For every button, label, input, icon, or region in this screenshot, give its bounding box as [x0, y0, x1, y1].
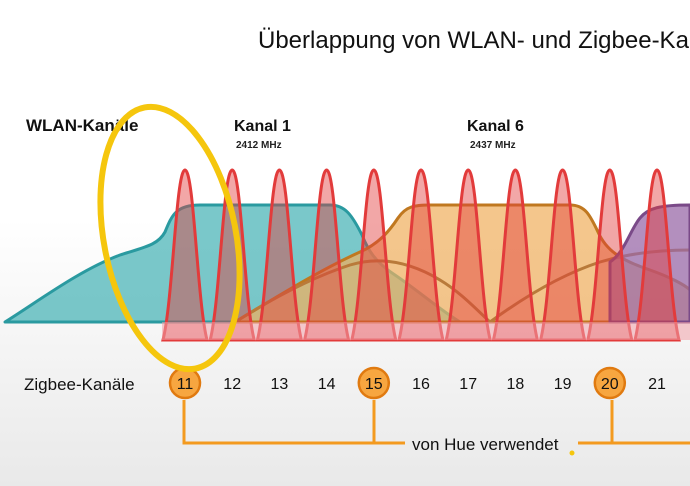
zigbee-channel-numbers: 11 12 13 14 15 16 17 18 19 20 21 [168, 366, 666, 400]
zigbee-channel-peaks [161, 168, 681, 342]
zigbee-channel-18: 18 [507, 376, 525, 393]
zigbee-peak-11 [161, 168, 209, 342]
zigbee-peak-20 [585, 168, 634, 342]
zigbee-peak-13 [255, 168, 304, 342]
wlan-channel-6-label: Kanal 6 [467, 118, 524, 135]
hue-used-label: von Hue verwendet [412, 435, 559, 454]
hue-channel-circle-20 [593, 366, 627, 400]
zigbee-channel-13: 13 [271, 376, 289, 393]
zigbee-peak-12 [208, 168, 257, 342]
zigbee-peak-19 [538, 168, 587, 342]
zigbee-peak-14 [302, 168, 351, 342]
hue-bracket [182, 400, 690, 456]
zigbee-channel-12: 12 [223, 376, 241, 393]
zigbee-base-strip [162, 322, 690, 340]
zigbee-peak-17 [444, 168, 493, 342]
zigbee-peak-16 [397, 168, 445, 342]
diagram-title: Überlappung von WLAN- und Zigbee-Kanälen [258, 27, 690, 54]
wlan-channel-6-shoulder [234, 259, 492, 324]
zigbee-channels-label: Zigbee-Kanäle [24, 375, 135, 394]
zigbee-channel-17: 17 [459, 376, 477, 393]
zigbee-channel-11: 11 [177, 376, 194, 393]
zigbee-channel-15: 15 [365, 376, 383, 393]
zigbee-channel-21: 21 [648, 376, 666, 393]
zigbee-peak-18 [491, 168, 540, 342]
wlan-channel-1-label: Kanal 1 [234, 118, 291, 135]
wlan-channel-1-freq: 2412 MHz [236, 140, 282, 151]
zigbee-peak-15 [349, 168, 398, 342]
zigbee-channel-16: 16 [412, 376, 430, 393]
zigbee-peak-21 [633, 168, 681, 342]
highlight-ellipse [97, 103, 243, 373]
zigbee-channel-14: 14 [318, 376, 336, 393]
wlan-channel-6-freq: 2437 MHz [470, 140, 516, 151]
zigbee-channel-20: 20 [601, 376, 619, 393]
wlan-channels-label: WLAN-Kanäle [26, 116, 138, 135]
hue-channel-circle-15 [357, 366, 391, 400]
zigbee-channel-19: 19 [554, 376, 572, 393]
